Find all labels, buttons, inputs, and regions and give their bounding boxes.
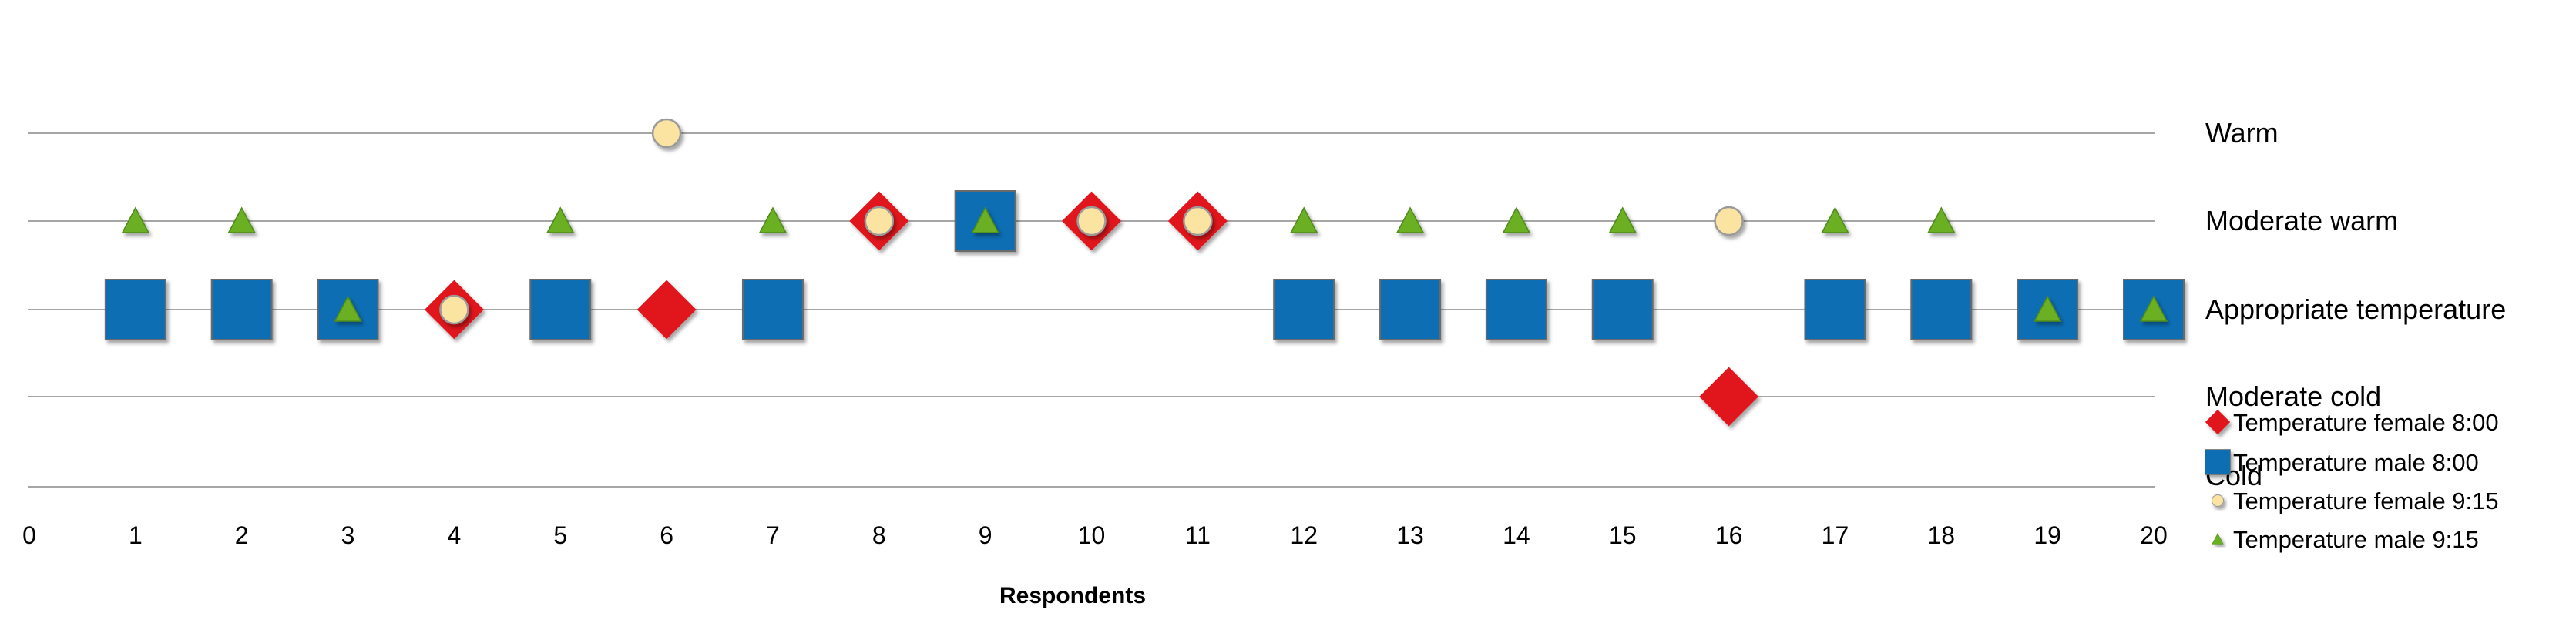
point-temperature-male-9-15-20 — [2139, 295, 2168, 322]
legend-marker-temperature-male-8-00 — [2205, 449, 2231, 475]
point-temperature-male-8-00-14 — [1485, 279, 1547, 340]
x-tick-10: 10 — [1078, 521, 1106, 549]
point-temperature-female-9-15-8 — [864, 206, 895, 236]
point-temperature-male-9-15-18 — [1927, 206, 1956, 233]
legend-label-temperature-male-8-00: Temperature male 8:00 — [2233, 449, 2479, 476]
point-temperature-male-8-00-1 — [104, 279, 166, 340]
legend-item-temperature-male-9-15: Temperature male 9:15 — [2212, 526, 2479, 553]
point-temperature-male-9-15-2 — [227, 206, 256, 233]
x-tick-2: 2 — [235, 521, 249, 549]
x-tick-7: 7 — [766, 521, 780, 549]
point-temperature-male-8-00-17 — [1804, 279, 1866, 340]
legend-label-temperature-male-9-15: Temperature male 9:15 — [2233, 526, 2479, 553]
point-temperature-female-9-15-10 — [1076, 206, 1107, 236]
x-axis-title: Respondents — [999, 583, 1146, 608]
legend-marker-temperature-female-8-00 — [2205, 409, 2231, 435]
x-tick-8: 8 — [872, 521, 886, 549]
point-temperature-male-9-15-7 — [758, 206, 788, 233]
point-temperature-female-8-00-6 — [636, 280, 697, 340]
legend-item-temperature-female-9-15: Temperature female 9:15 — [2211, 488, 2499, 514]
x-tick-15: 15 — [1609, 521, 1637, 549]
x-tick-1: 1 — [129, 521, 143, 549]
point-temperature-male-9-15-14 — [1502, 206, 1531, 233]
point-temperature-male-9-15-17 — [1821, 206, 1849, 233]
x-tick-labels: 0 1 2 3 4 5 6 7 8 9 10 11 12 13 14 15 16 17 18 19 20 — [22, 521, 2168, 549]
legend-marker-temperature-female-9-15 — [2211, 494, 2225, 508]
point-temperature-male-9-15-12 — [1289, 206, 1318, 233]
x-tick-12: 12 — [1290, 521, 1318, 549]
point-temperature-male-9-15-19 — [2033, 295, 2062, 322]
x-tick-0: 0 — [22, 521, 36, 549]
x-tick-14: 14 — [1503, 521, 1530, 549]
point-temperature-male-8-00-18 — [1910, 279, 1973, 340]
series-temperature-female-8-00 — [424, 191, 1759, 427]
x-tick-20: 20 — [2140, 521, 2168, 549]
legend-item-temperature-male-8-00: Temperature male 8:00 — [2205, 449, 2479, 476]
series-temperature-female-9-15 — [439, 118, 1744, 325]
y-label-moderate-cold: Moderate cold — [2205, 380, 2381, 412]
legend: Temperature female 8:00 Temperature male … — [2205, 409, 2499, 553]
point-temperature-female-9-15-16 — [1714, 206, 1744, 236]
y-label-moderate-warm: Moderate warm — [2205, 205, 2398, 236]
point-temperature-male-8-00-2 — [210, 279, 273, 340]
x-tick-16: 16 — [1715, 521, 1743, 549]
point-temperature-female-9-15-4 — [439, 294, 469, 325]
series-temperature-male-9-15 — [121, 206, 2168, 322]
point-temperature-male-8-00-15 — [1591, 279, 1654, 340]
point-temperature-female-9-15-11 — [1183, 206, 1213, 236]
point-temperature-male-8-00-13 — [1379, 279, 1442, 340]
point-temperature-male-9-15-1 — [121, 206, 150, 233]
x-tick-18: 18 — [1928, 521, 1956, 549]
x-tick-9: 9 — [979, 521, 992, 549]
point-temperature-male-9-15-15 — [1608, 206, 1637, 233]
x-tick-5: 5 — [553, 521, 567, 549]
y-label-warm: Warm — [2205, 117, 2279, 149]
legend-marker-temperature-male-9-15 — [2212, 533, 2224, 545]
point-temperature-male-8-00-12 — [1273, 279, 1335, 340]
legend-item-temperature-female-8-00: Temperature female 8:00 — [2205, 409, 2499, 436]
x-tick-3: 3 — [341, 521, 355, 549]
x-tick-13: 13 — [1396, 521, 1424, 549]
grid-lines — [28, 132, 2155, 488]
series-temperature-male-8-00 — [104, 190, 2185, 340]
x-tick-4: 4 — [448, 521, 462, 549]
x-tick-19: 19 — [2034, 521, 2061, 549]
point-temperature-male-9-15-3 — [334, 295, 362, 322]
point-temperature-male-9-15-5 — [546, 206, 575, 233]
data-markers — [104, 118, 2185, 427]
y-label-appropriate-temperature: Appropriate temperature — [2205, 293, 2506, 325]
legend-label-temperature-female-9-15: Temperature female 9:15 — [2233, 488, 2499, 514]
point-temperature-female-9-15-6 — [651, 118, 682, 149]
point-temperature-male-8-00-7 — [741, 279, 804, 340]
x-tick-11: 11 — [1185, 521, 1211, 549]
point-temperature-male-9-15-9 — [971, 206, 999, 233]
x-tick-17: 17 — [1822, 521, 1849, 549]
point-temperature-male-9-15-13 — [1395, 206, 1425, 233]
point-temperature-male-8-00-5 — [529, 279, 592, 340]
legend-label-temperature-female-8-00: Temperature female 8:00 — [2233, 409, 2499, 436]
x-tick-6: 6 — [660, 521, 673, 549]
point-temperature-female-8-00-16 — [1699, 367, 1759, 427]
